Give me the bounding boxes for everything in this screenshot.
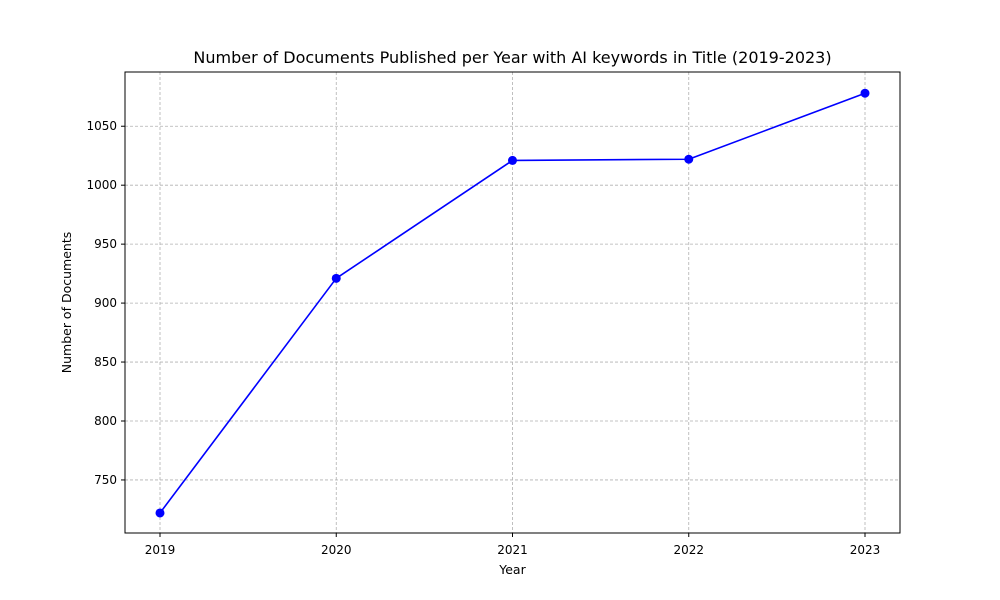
x-tick-label: 2019 — [145, 543, 176, 557]
y-tick-label: 800 — [94, 414, 117, 428]
y-tick-label: 950 — [94, 237, 117, 251]
data-point — [684, 154, 694, 164]
grid-layer — [125, 72, 900, 533]
x-axis: 2019 2020 2021 2022 2023 — [145, 533, 881, 557]
x-tick-label: 2022 — [673, 543, 704, 557]
y-tick-label: 900 — [94, 296, 117, 310]
data-point — [155, 508, 165, 518]
data-point — [331, 273, 341, 283]
y-tick-label: 1050 — [86, 119, 117, 133]
x-tick-label: 2023 — [850, 543, 881, 557]
data-point — [860, 88, 870, 98]
y-axis-label: Number of Documents — [59, 232, 74, 373]
x-axis-label: Year — [498, 562, 526, 577]
x-tick-label: 2020 — [321, 543, 352, 557]
y-tick-label: 750 — [94, 473, 117, 487]
chart-title: Number of Documents Published per Year w… — [193, 48, 831, 67]
x-tick-label: 2021 — [497, 543, 528, 557]
y-tick-label: 1000 — [86, 178, 117, 192]
series-layer — [155, 88, 870, 518]
y-axis: 750 800 850 900 950 1000 1050 — [86, 119, 125, 487]
data-point — [508, 155, 517, 165]
y-tick-label: 850 — [94, 355, 117, 369]
